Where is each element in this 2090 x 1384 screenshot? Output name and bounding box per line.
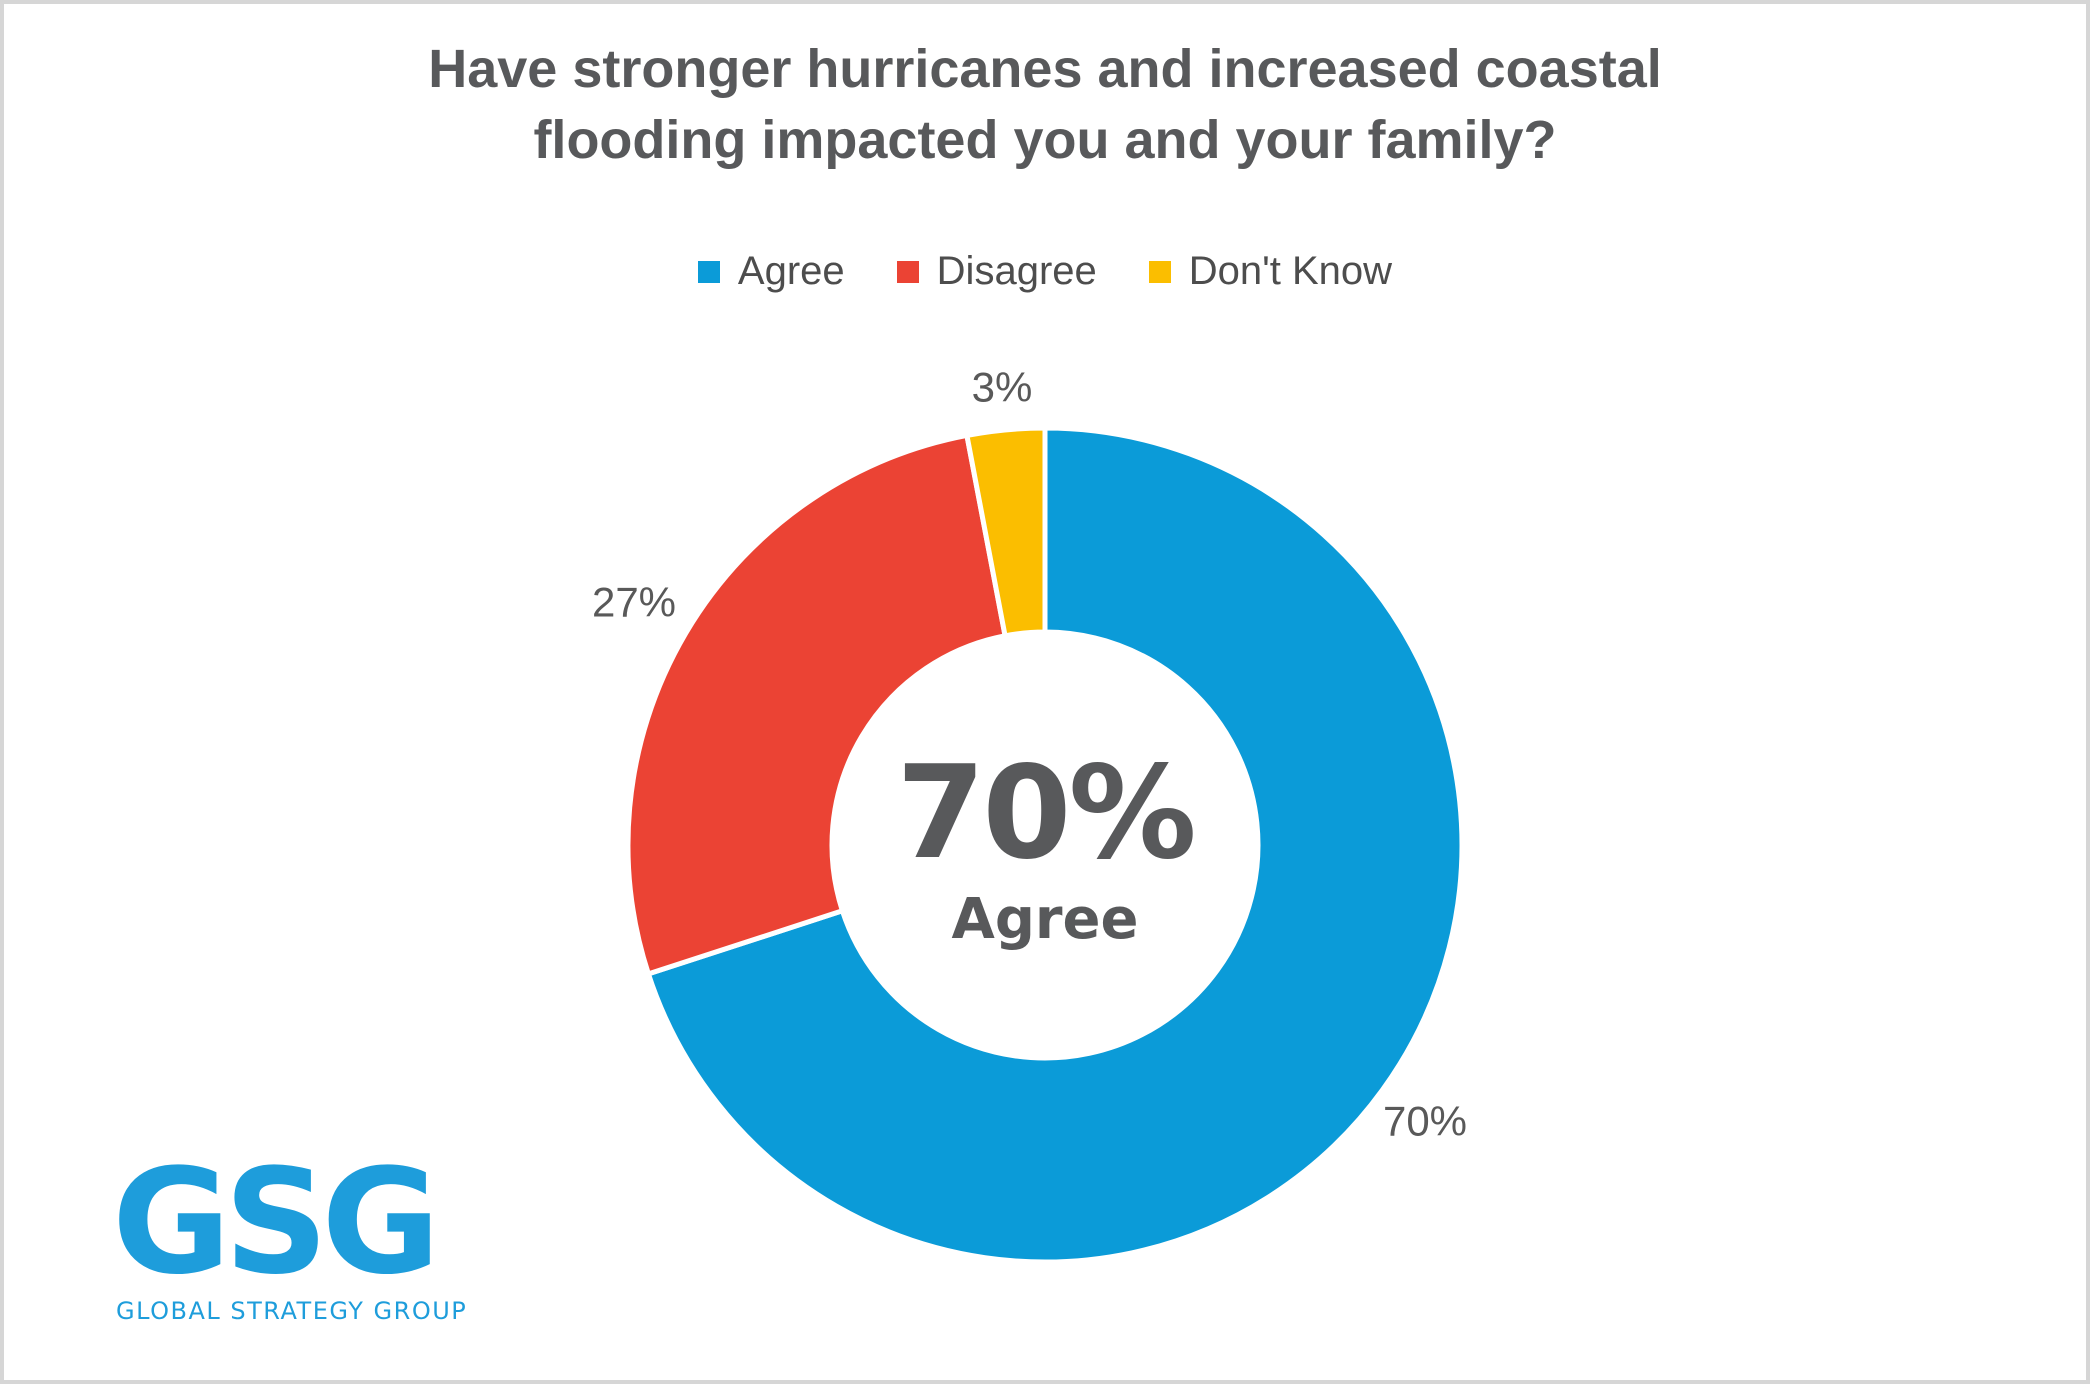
legend-item-don-t-know: Don't Know <box>1148 249 1393 293</box>
data-label-don-t-know: 3% <box>972 364 1033 411</box>
donut-slice-don-t-know <box>963 425 1048 639</box>
data-label-agree: 70% <box>1383 1098 1467 1145</box>
center-category: Agree <box>951 887 1139 952</box>
chart-legend: Agree Disagree Don't Know <box>4 242 2086 300</box>
legend-swatch-disagree <box>896 261 919 283</box>
legend-swatch-agree <box>697 261 720 283</box>
donut-slice-disagree <box>625 432 1009 978</box>
logo-text: GSG <box>112 1138 440 1307</box>
legend-item-agree: Agree <box>697 249 845 293</box>
legend-label-don-t-know: Don't Know <box>1188 249 1393 293</box>
legend-label-disagree: Disagree <box>936 249 1097 293</box>
donut-center-label: 70% Agree <box>896 739 1196 952</box>
donut-slice-agree <box>645 425 1465 1265</box>
chart-title: Have stronger hurricanes and increased c… <box>428 39 1662 171</box>
legend-item-disagree: Disagree <box>896 249 1097 293</box>
gsg-logo: GSG GLOBAL STRATEGY GROUP <box>112 1150 467 1325</box>
donut-chart: 70% 27% 3% <box>592 364 1467 1265</box>
legend-swatch-don-t-know <box>1148 261 1171 283</box>
logo-subtext: GLOBAL STRATEGY GROUP <box>116 1297 468 1325</box>
data-label-disagree: 27% <box>592 579 676 626</box>
legend-label-agree: Agree <box>737 249 845 293</box>
center-value: 70% <box>896 739 1196 888</box>
